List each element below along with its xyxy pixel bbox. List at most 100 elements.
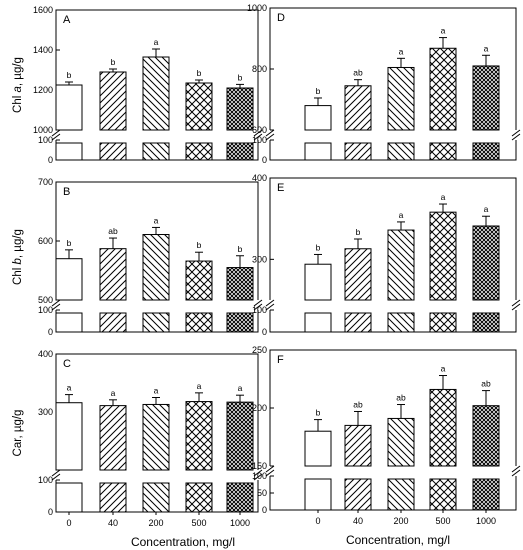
- y-axis-title: Chl b, µg/g: [12, 229, 24, 285]
- bar-1000: [226, 267, 254, 301]
- axis-break-mark: [265, 129, 275, 137]
- panel-frame-upper: [55, 9, 259, 130]
- significance-label: a: [441, 364, 446, 374]
- axis-break-mark: [253, 303, 263, 311]
- bar-1000: [226, 401, 254, 471]
- x-axis-title-right: Concentration, mg/l: [346, 533, 450, 547]
- axis-break-mark: [265, 303, 275, 311]
- y-tick-label: 250: [252, 345, 267, 355]
- axis-break-mark: [253, 133, 263, 141]
- y-tick-label: 0: [48, 507, 53, 517]
- significance-label: b: [197, 240, 202, 250]
- bar-500: [185, 82, 213, 131]
- x-tick-label: 0: [315, 516, 320, 526]
- significance-label: a: [238, 383, 243, 393]
- significance-label: a: [154, 37, 159, 47]
- y-tick-label: 1200: [33, 85, 53, 95]
- panel-e: E 300 400 0 100 b b a a a: [252, 173, 521, 337]
- bar-500: [429, 211, 457, 301]
- y-tick-label: 700: [38, 177, 53, 187]
- y-tick-label: 0: [48, 327, 53, 337]
- axis-break-mark: [51, 133, 61, 141]
- axis-break-mark: [253, 469, 263, 477]
- x-tick-label: 1000: [230, 518, 250, 528]
- bar-stub-0: [55, 482, 83, 513]
- axis-break-mark: [253, 299, 263, 307]
- bar-200: [142, 56, 170, 131]
- bar-200: [142, 403, 170, 471]
- bar-1000: [472, 65, 500, 131]
- x-tick-label: 500: [191, 518, 206, 528]
- bar-stub-500: [429, 312, 457, 333]
- significance-label: a: [441, 26, 446, 36]
- bar-0: [55, 84, 83, 131]
- y-tick-label: 400: [252, 173, 267, 183]
- bar-stub-500: [185, 482, 213, 513]
- axis-break-mark: [51, 469, 61, 477]
- y-tick-label: 500: [38, 295, 53, 305]
- y-tick-label: 100: [38, 475, 53, 485]
- bar-stub-0: [55, 142, 83, 161]
- axis-break-mark: [253, 129, 263, 137]
- bar-40: [344, 424, 372, 467]
- panel-letter: E: [277, 182, 284, 194]
- x-axis-title-left: Concentration, mg/l: [131, 535, 235, 549]
- bar-stub-0: [55, 312, 83, 333]
- axis-break-mark: [511, 299, 521, 307]
- significance-label: b: [67, 70, 72, 80]
- bar-40: [99, 248, 127, 301]
- y-tick-label: 100: [252, 305, 267, 315]
- bar-200: [387, 417, 415, 467]
- panel-f: F 150 200 250 0 50 100 b ab ab a ab 0 40 200 500 1000: [252, 345, 521, 526]
- bar-stub-0: [304, 142, 332, 161]
- axis-break-mark: [265, 469, 275, 477]
- y-tick-label: 100: [38, 135, 53, 145]
- bar-stub-40: [99, 482, 127, 513]
- bar-0: [304, 105, 332, 131]
- bar-0: [55, 402, 83, 471]
- y-tick-label: 50: [257, 488, 267, 498]
- y-tick-label: 300: [252, 254, 267, 264]
- significance-label: a: [441, 192, 446, 202]
- significance-label: b: [316, 242, 321, 252]
- bar-stub-1000: [226, 142, 254, 161]
- significance-label: ab: [396, 393, 406, 403]
- y-tick-label: 150: [252, 461, 267, 471]
- bar-stub-1000: [226, 312, 254, 333]
- y-tick-label: 0: [262, 505, 267, 515]
- bar-40: [344, 248, 372, 301]
- significance-label: b: [238, 244, 243, 254]
- bar-1000: [472, 225, 500, 301]
- panel-d: D 600 800 1000 0 100 b ab a a a: [247, 3, 521, 165]
- panel-letter: D: [277, 12, 285, 24]
- bar-stub-1000: [226, 482, 254, 513]
- x-tick-label: 200: [393, 516, 408, 526]
- axis-break-mark: [511, 133, 521, 141]
- axis-break-mark: [265, 465, 275, 473]
- x-tick-label: 1000: [476, 516, 496, 526]
- significance-label: a: [67, 383, 72, 393]
- bar-stub-0: [304, 478, 332, 511]
- bar-40: [344, 85, 372, 131]
- y-tick-label: 600: [252, 125, 267, 135]
- x-tick-label: 40: [108, 518, 118, 528]
- bar-stub-1000: [472, 478, 500, 511]
- significance-label: a: [484, 204, 489, 214]
- y-tick-label: 0: [48, 155, 53, 165]
- axis-break-mark: [511, 303, 521, 311]
- y-tick-label: 200: [252, 403, 267, 413]
- panel-frame-upper: [269, 177, 517, 300]
- significance-label: b: [67, 238, 72, 248]
- y-tick-label: 600: [38, 236, 53, 246]
- bar-stub-200: [387, 478, 415, 511]
- panel-letter: A: [63, 14, 71, 26]
- x-tick-label: 40: [353, 516, 363, 526]
- axis-break-mark: [265, 299, 275, 307]
- significance-label: b: [356, 227, 361, 237]
- y-tick-label: 0: [262, 155, 267, 165]
- bar-stub-40: [99, 142, 127, 161]
- significance-label: a: [111, 388, 116, 398]
- bar-500: [429, 388, 457, 467]
